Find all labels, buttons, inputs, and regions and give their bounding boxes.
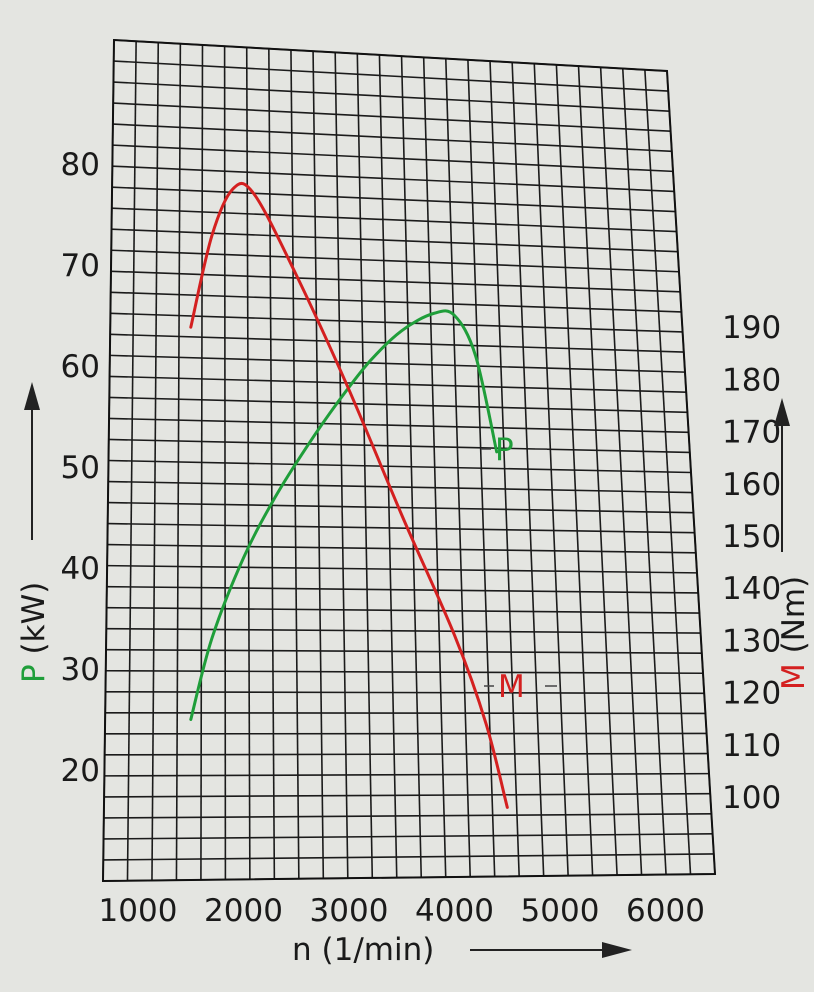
grid-line-horizontal	[106, 585, 699, 594]
grid-line-horizontal	[106, 606, 700, 614]
x-tick-label: 4000	[415, 893, 494, 929]
y-left-tick-label: 70	[61, 248, 100, 284]
y-left-tick-label: 80	[61, 147, 100, 183]
grid-line-horizontal	[108, 459, 692, 474]
y-left-tick-label: 60	[61, 349, 100, 385]
y-right-tick-label: 180	[722, 362, 781, 398]
grid-line-horizontal	[112, 165, 675, 193]
grid-line-horizontal	[105, 669, 704, 675]
grid-line-horizontal	[109, 375, 687, 393]
y-right-tick-label: 160	[722, 467, 781, 503]
y-right-tick-label: 190	[722, 310, 781, 346]
y-right-tick-label: 150	[722, 519, 781, 555]
y-right-tick-label: 120	[722, 676, 781, 712]
grid-line-horizontal	[110, 312, 683, 333]
grid-line-horizontal	[113, 60, 669, 92]
grid-line-horizontal	[111, 249, 680, 273]
x-tick-label: 3000	[310, 893, 389, 929]
y-left-tick-label: 50	[61, 450, 100, 486]
plot-frame	[101, 38, 717, 883]
grid-line-horizontal	[113, 81, 670, 112]
series-lines	[189, 181, 509, 809]
y-right-tick-label: 100	[722, 780, 781, 816]
grid-line-horizontal	[106, 627, 701, 634]
grid-line-horizontal	[107, 543, 696, 554]
x-tick-label: 2000	[204, 893, 283, 929]
y-left-tick-label: 30	[61, 652, 100, 688]
y-right-tick-label: 130	[722, 623, 781, 659]
grid-line-horizontal	[112, 123, 672, 153]
tick-labels: 1000 2000 3000 4000 5000 6000 20 30 40 50 60 70 80 10…	[61, 147, 782, 929]
grid-line-horizontal	[104, 792, 711, 798]
grid-line-horizontal	[110, 291, 682, 313]
axis-titles: n (1/min) P (kW) M (Nm)	[16, 382, 812, 968]
y-right-tick-label: 110	[722, 728, 781, 764]
grid-line-horizontal	[110, 333, 684, 353]
grid-line-horizontal	[111, 228, 678, 253]
grid-line-horizontal	[103, 853, 714, 861]
y-right-axis-title: M (Nm)	[776, 576, 812, 690]
x-tick-label: 6000	[626, 893, 705, 929]
grid-line-horizontal	[105, 690, 705, 695]
grid-line-horizontal	[104, 752, 708, 756]
series-label-m: M	[498, 669, 525, 705]
grid-line-horizontal	[113, 102, 671, 133]
x-axis-arrowhead	[602, 942, 632, 958]
grid-line-horizontal	[109, 396, 688, 414]
grid-line-horizontal	[109, 354, 686, 373]
y-left-axis-title: P (kW)	[16, 582, 52, 683]
y-left-tick-label: 20	[61, 753, 100, 789]
grid-line-horizontal	[106, 648, 702, 654]
series-line-m	[189, 181, 509, 809]
grid-line-horizontal	[110, 270, 681, 293]
grid	[101, 38, 717, 883]
x-axis-title: n (1/min)	[292, 932, 434, 968]
y-right-tick-label: 140	[722, 571, 781, 607]
grid-line-horizontal	[111, 207, 677, 233]
y-right-axis-arrowhead	[774, 398, 790, 426]
grid-line-horizontal	[107, 564, 698, 574]
grid-line-horizontal	[107, 522, 695, 534]
x-tick-label: 1000	[99, 893, 178, 929]
grid-line-horizontal	[108, 438, 690, 454]
y-left-axis-arrowhead	[24, 382, 40, 410]
grid-line-horizontal	[104, 772, 710, 777]
grid-line-horizontal	[105, 711, 706, 715]
grid-line-horizontal	[107, 501, 694, 514]
y-left-tick-label: 40	[61, 551, 100, 587]
grid-line-horizontal	[103, 812, 712, 819]
grid-line-horizontal	[103, 833, 713, 840]
series-labels: PM	[481, 432, 557, 705]
grid-line-horizontal	[112, 144, 674, 173]
grid-line-horizontal	[112, 186, 676, 213]
x-tick-label: 5000	[521, 893, 600, 929]
series-label-p: P	[495, 432, 514, 468]
grid-line-horizontal	[109, 417, 689, 434]
grid-line-horizontal	[108, 480, 693, 494]
y-right-tick-label: 170	[722, 415, 781, 451]
